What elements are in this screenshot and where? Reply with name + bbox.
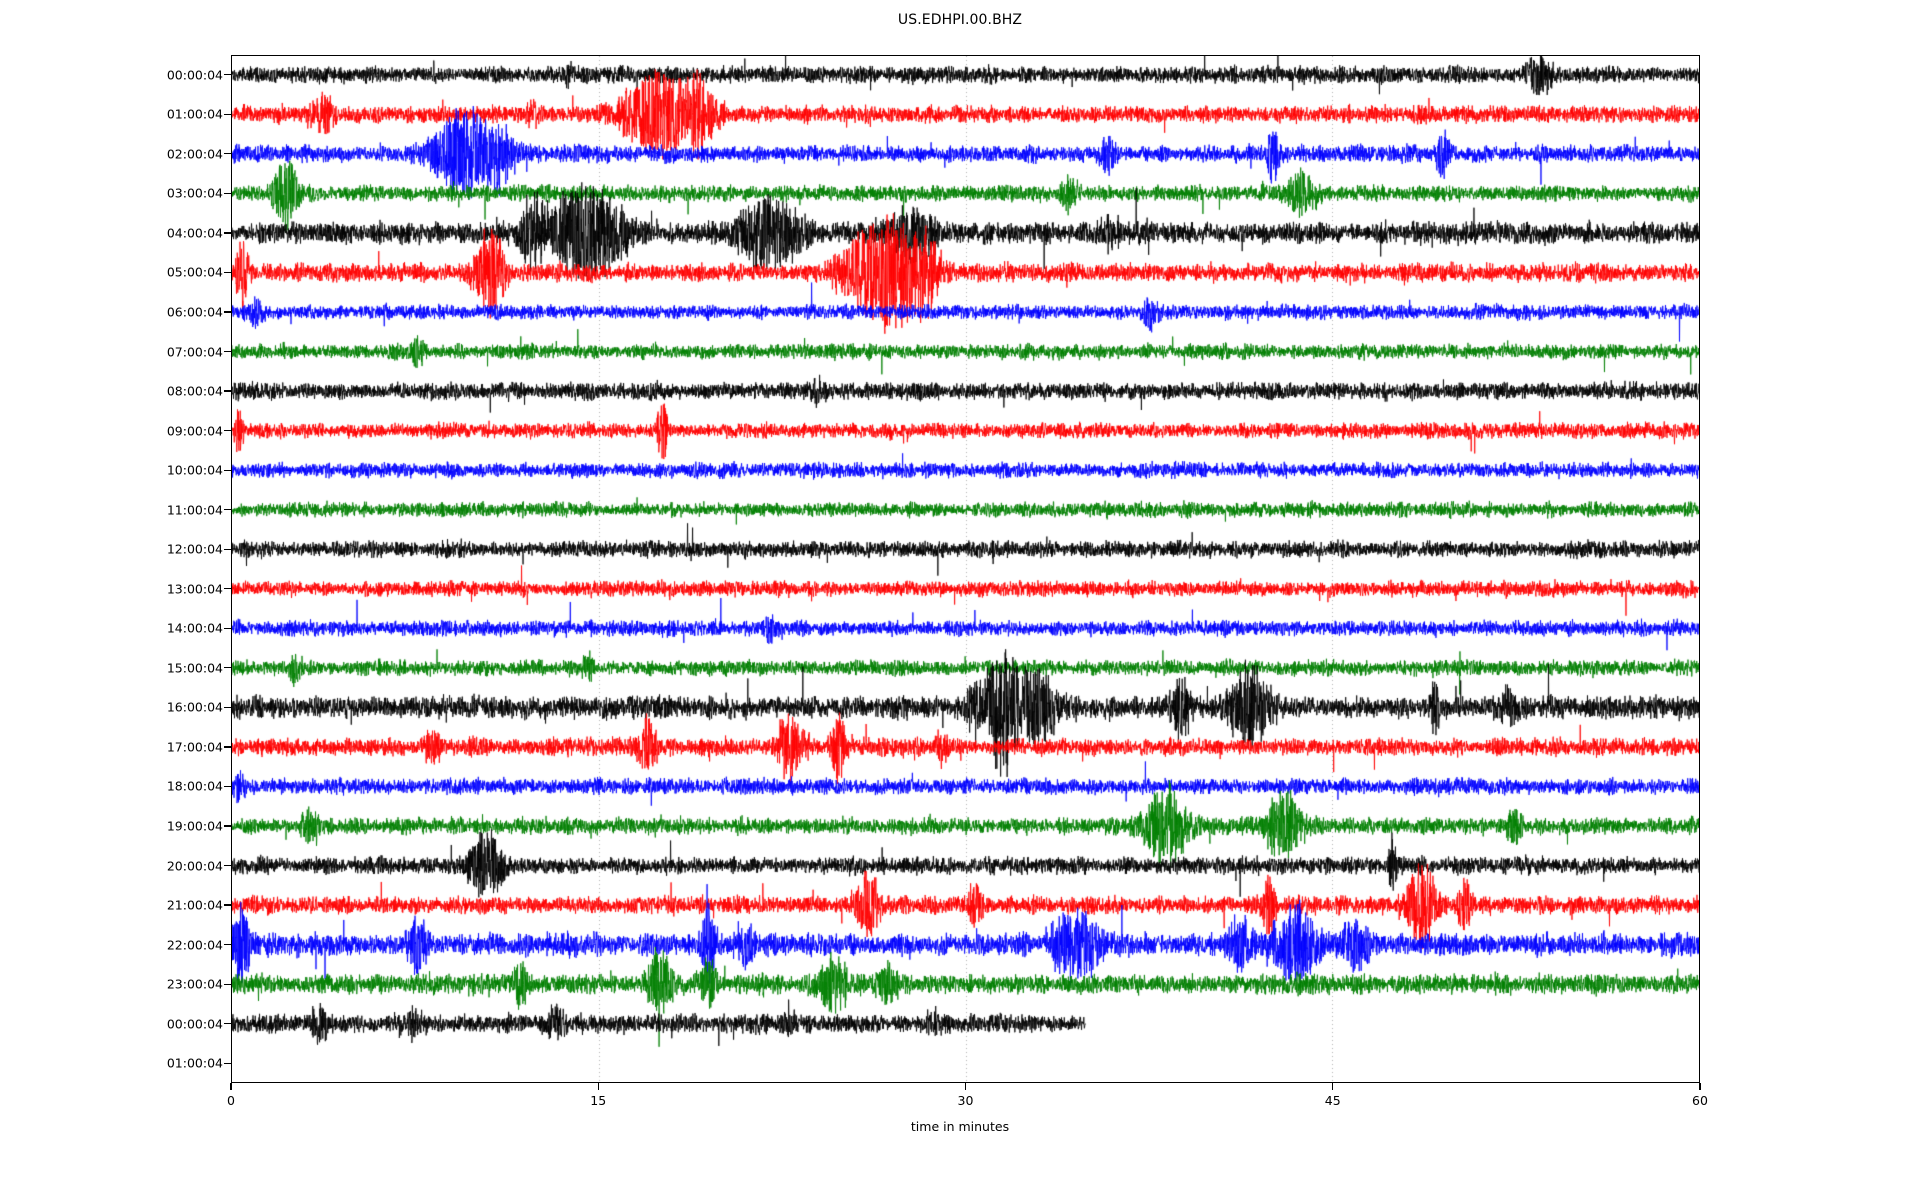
y-tick-mark-23: [224, 983, 231, 985]
y-tick-mark-19: [224, 825, 231, 827]
y-tick-mark-20: [224, 864, 231, 867]
y-tick-mark-2: [224, 153, 231, 155]
y-tick-label-17: 17:00:04: [166, 739, 223, 755]
y-tick-mark-5: [224, 271, 231, 274]
y-axis-tick-labels: 00:00:04 01:00:04 02:00:04 03:00:04 04:00:04…: [120, 0, 223, 1200]
x-tick-label-30: 30: [957, 1093, 974, 1108]
x-tick-label-60: 60: [1692, 1093, 1708, 1108]
x-tick-mark-45: [1332, 1083, 1334, 1090]
y-tick-mark-8: [224, 390, 231, 392]
y-tick-mark-11: [224, 509, 231, 511]
y-tick-label-23: 23:00:04: [166, 976, 223, 992]
x-tick-mark-30: [964, 1083, 967, 1090]
y-tick-label-3: 03:00:04: [166, 185, 223, 201]
y-tick-label-6: 06:00:04: [166, 304, 223, 320]
y-tick-label-18: 18:00:04: [166, 778, 223, 794]
y-tick-label-11: 11:00:04: [166, 502, 223, 518]
y-tick-mark-18: [224, 785, 231, 788]
y-tick-mark-24: [224, 1023, 231, 1025]
y-tick-mark-1: [224, 113, 231, 115]
y-tick-label-19: 19:00:04: [166, 818, 223, 834]
plot-axes-frame: [231, 55, 1700, 1083]
y-tick-mark-12: [224, 548, 231, 550]
y-tick-label-13: 13:00:04: [166, 581, 223, 597]
y-tick-mark-22: [224, 944, 231, 946]
y-tick-mark-13: [224, 588, 231, 590]
y-tick-mark-25: [224, 1062, 231, 1064]
y-tick-label-22: 22:00:04: [166, 937, 223, 953]
y-tick-label-8: 08:00:04: [166, 383, 223, 399]
x-tick-mark-0: [230, 1083, 232, 1090]
x-axis-title: time in minutes: [910, 1119, 1010, 1134]
y-tick-label-15: 15:00:04: [166, 660, 223, 676]
y-tick-label-24: 00:00:04: [166, 1016, 223, 1032]
y-tick-label-20: 20:00:04: [166, 858, 223, 874]
y-tick-mark-4: [224, 232, 231, 234]
y-tick-mark-0: [224, 74, 231, 76]
y-tick-mark-17: [224, 746, 231, 748]
y-tick-label-9: 09:00:04: [166, 423, 223, 439]
y-tick-label-5: 05:00:04: [166, 264, 223, 280]
seismogram-trace-canvas: [232, 56, 1699, 1082]
y-tick-label-0: 00:00:04: [166, 67, 223, 83]
page-title: US.EDHPI.00.BHZ: [897, 12, 1023, 28]
y-tick-mark-10: [224, 469, 231, 471]
y-tick-label-12: 12:00:04: [166, 541, 223, 557]
y-tick-label-10: 10:00:04: [166, 462, 223, 478]
y-tick-label-21: 21:00:04: [166, 897, 223, 913]
y-tick-mark-21: [224, 904, 231, 906]
x-tick-label-15: 15: [590, 1093, 607, 1108]
y-tick-mark-7: [224, 350, 231, 353]
y-tick-label-25: 01:00:04: [166, 1055, 223, 1071]
y-tick-mark-3: [224, 192, 231, 194]
y-tick-label-14: 14:00:04: [166, 620, 223, 636]
y-tick-label-2: 02:00:04: [166, 146, 223, 162]
x-tick-label-45: 45: [1324, 1093, 1341, 1108]
x-tick-mark-15: [597, 1083, 599, 1090]
x-tick-label-0: 0: [227, 1093, 235, 1108]
y-tick-mark-6: [224, 311, 231, 313]
y-tick-mark-14: [224, 627, 231, 629]
x-tick-mark-60: [1699, 1083, 1701, 1090]
y-tick-mark-16: [224, 706, 231, 708]
y-tick-mark-15: [224, 667, 231, 669]
y-tick-label-7: 07:00:04: [166, 344, 223, 360]
y-tick-label-1: 01:00:04: [166, 106, 223, 122]
y-tick-label-16: 16:00:04: [166, 699, 223, 715]
y-tick-mark-9: [224, 430, 231, 432]
y-tick-label-4: 04:00:04: [166, 225, 223, 241]
